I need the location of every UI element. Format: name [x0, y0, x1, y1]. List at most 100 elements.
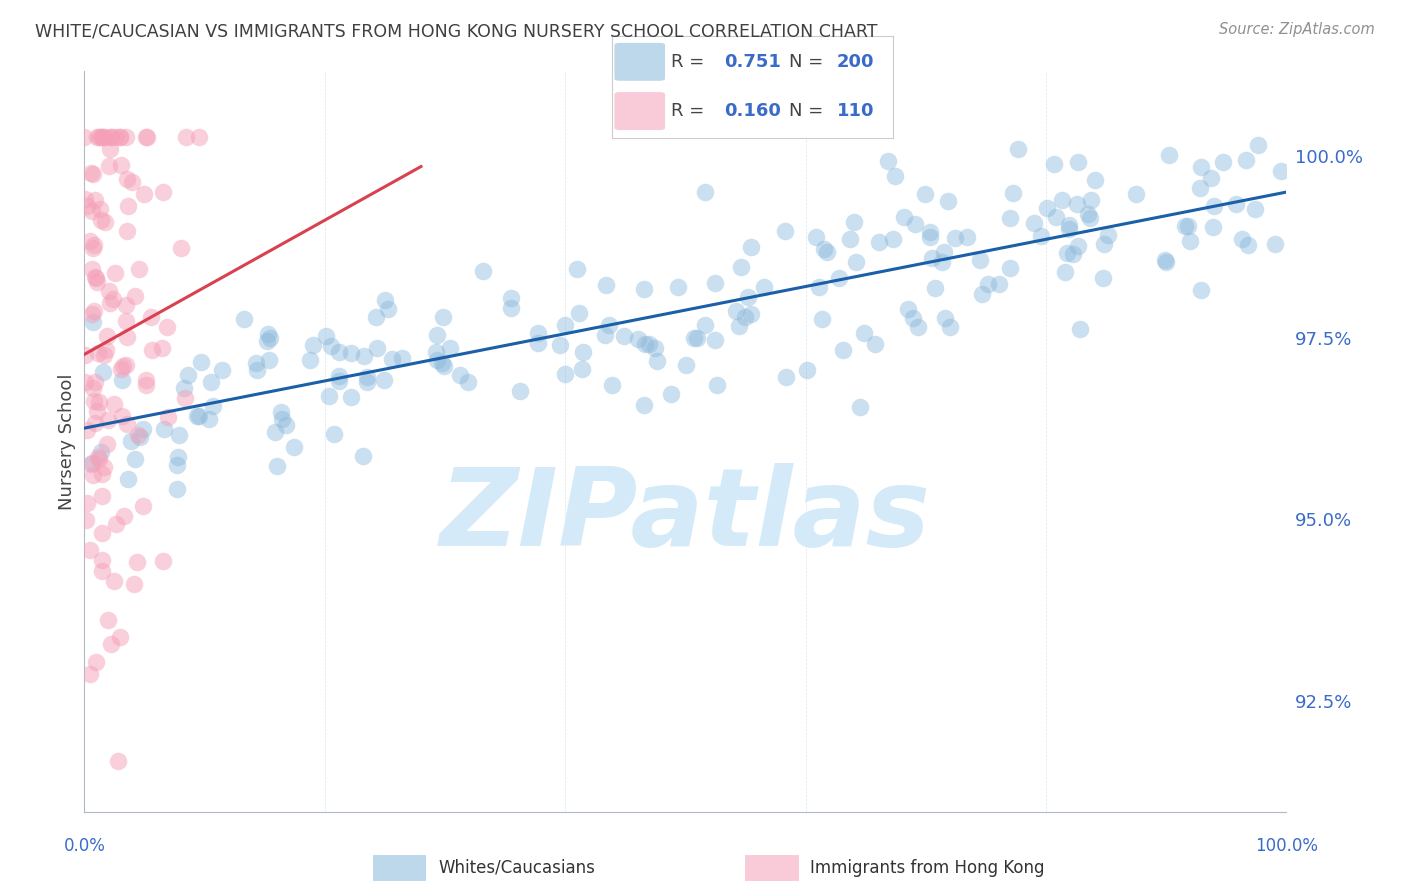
- Point: [245, 356, 267, 370]
- Point: [554, 318, 576, 332]
- Point: [233, 311, 256, 326]
- Point: [811, 311, 834, 326]
- Point: [1199, 171, 1222, 186]
- Point: [121, 175, 143, 189]
- Point: [1078, 211, 1101, 226]
- Point: [283, 440, 305, 454]
- Point: [101, 293, 124, 307]
- Point: [730, 260, 752, 275]
- Point: [266, 458, 288, 473]
- Point: [91, 365, 114, 379]
- Point: [907, 320, 929, 334]
- Point: [100, 637, 122, 651]
- Point: [627, 333, 650, 347]
- Point: [152, 185, 174, 199]
- Point: [740, 307, 762, 321]
- Point: [166, 482, 188, 496]
- Point: [340, 346, 363, 360]
- Point: [93, 348, 115, 362]
- Point: [82, 382, 104, 396]
- FancyBboxPatch shape: [614, 43, 665, 81]
- Point: [75, 513, 97, 527]
- Text: Source: ZipAtlas.com: Source: ZipAtlas.com: [1219, 22, 1375, 37]
- Point: [353, 350, 375, 364]
- Point: [1157, 148, 1180, 162]
- Y-axis label: Nursery School: Nursery School: [58, 373, 76, 510]
- Point: [1069, 321, 1091, 335]
- Point: [187, 409, 209, 424]
- Point: [1237, 237, 1260, 252]
- Point: [918, 225, 941, 239]
- Point: [153, 421, 176, 435]
- Point: [737, 290, 759, 304]
- Point: [117, 199, 139, 213]
- Text: N =: N =: [789, 102, 828, 120]
- Point: [301, 338, 323, 352]
- Point: [84, 193, 107, 207]
- Point: [1024, 216, 1046, 230]
- Point: [932, 244, 955, 259]
- Point: [323, 427, 346, 442]
- Point: [1080, 193, 1102, 207]
- Point: [103, 574, 125, 588]
- Point: [593, 327, 616, 342]
- Point: [124, 288, 146, 302]
- Point: [96, 328, 118, 343]
- Point: [638, 337, 661, 351]
- Text: 92.5%: 92.5%: [1295, 694, 1353, 712]
- Point: [86, 404, 108, 418]
- Point: [921, 252, 943, 266]
- Point: [863, 337, 886, 351]
- Point: [135, 377, 157, 392]
- Point: [1153, 253, 1175, 268]
- Point: [613, 328, 636, 343]
- Point: [93, 459, 115, 474]
- Point: [956, 230, 979, 244]
- Point: [509, 384, 531, 399]
- Point: [100, 296, 122, 310]
- Point: [356, 375, 378, 389]
- Point: [659, 387, 682, 401]
- Point: [1189, 160, 1212, 174]
- Point: [96, 343, 118, 357]
- Point: [125, 555, 148, 569]
- Point: [83, 394, 105, 409]
- Point: [1156, 254, 1178, 268]
- Point: [90, 129, 112, 144]
- Point: [98, 142, 121, 156]
- Point: [170, 241, 193, 255]
- Point: [91, 489, 114, 503]
- Point: [706, 378, 728, 392]
- Point: [548, 338, 571, 352]
- Point: [111, 373, 134, 387]
- Text: R =: R =: [671, 53, 710, 70]
- Point: [298, 353, 321, 368]
- Point: [815, 245, 838, 260]
- Point: [80, 166, 103, 180]
- Point: [969, 253, 991, 268]
- Point: [84, 376, 107, 390]
- Point: [87, 450, 110, 464]
- Text: 0.0%: 0.0%: [63, 837, 105, 855]
- Point: [90, 445, 112, 459]
- Point: [82, 467, 104, 482]
- Point: [328, 345, 350, 359]
- Point: [96, 437, 118, 451]
- Text: R =: R =: [671, 102, 710, 120]
- Point: [76, 496, 98, 510]
- Point: [1045, 211, 1067, 225]
- Point: [79, 542, 101, 557]
- Point: [683, 331, 706, 345]
- Point: [135, 129, 157, 144]
- Point: [86, 275, 108, 289]
- Point: [339, 390, 361, 404]
- Point: [91, 564, 114, 578]
- Point: [876, 153, 898, 168]
- Point: [129, 430, 152, 444]
- Point: [595, 278, 617, 293]
- Point: [115, 129, 138, 144]
- Point: [693, 318, 716, 333]
- Point: [82, 167, 104, 181]
- Point: [169, 428, 191, 442]
- Point: [108, 129, 131, 144]
